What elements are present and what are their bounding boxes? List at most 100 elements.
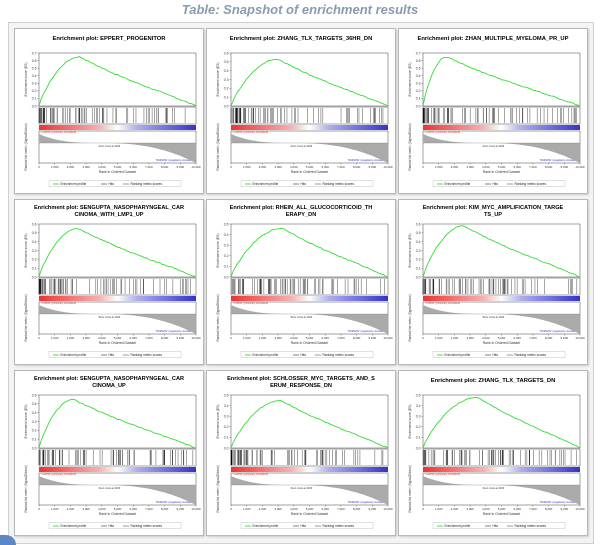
legend-label: Enrichment profile [61,524,87,528]
y-tick-label: 0.5 [32,231,37,235]
enrichment-profile-line [38,228,197,278]
x-tick-label: 1,000 [435,336,443,340]
plot-title: Enrichment plot: ZHAN_MULTIPLE_MYELOMA_P… [418,36,569,42]
rank-color-bar [231,467,388,472]
es-frame [38,52,197,107]
legend-label: Hits [109,524,115,528]
enrichment-profile-line [422,225,581,278]
rank-axis-label: Ranked list metric (Signal2Noise) [24,123,28,170]
es-frame [230,52,389,107]
negative-label: 'NSMHTE' (negatively correlated) [156,329,194,333]
x-tick-label: 4,000 [482,336,490,340]
ranking-metric-area [231,476,388,505]
x-tick-label: 3,000 [274,336,282,340]
y-tick-label: 0.3 [32,249,37,253]
x-tick-label: 10,000 [383,336,393,340]
x-tick-label: 0 [230,165,232,169]
plot-title-cont: CINOMA_WITH_LMP1_UP [75,212,144,218]
y-tick-label: 0.3 [224,415,229,419]
legend-label: Enrichment profile [61,182,87,186]
zero-cross-label: Zero cross at 4024 [483,144,505,148]
rank-color-bar [39,125,196,130]
rank-axis-label: Ranked list metric (Signal2Noise) [24,294,28,341]
y-tick-label: 0.2 [224,425,229,429]
legend-label: Ranking metric scores [131,353,163,357]
enrichment-profile-line [422,396,581,449]
x-tick-label: 7,000 [337,507,345,511]
y-tick-label: 0.6 [32,222,37,226]
legend-label: Ranking metric scores [323,182,355,186]
x-tick-label: 6,000 [129,507,137,511]
y-tick-label: 0.2 [32,429,37,433]
es-frame [38,223,197,278]
y-tick-label: 0.5 [416,231,421,235]
rank-color-bar [423,296,580,301]
x-tick-label: 5,000 [498,507,506,511]
x-tick-label: 0 [422,507,424,511]
legend-box [48,351,182,358]
legend-label: Ranking metric scores [515,353,547,357]
y-tick-label: 0.4 [224,69,229,73]
x-tick-label: 2,000 [451,507,459,511]
y-tick-label: 0.1 [224,265,229,269]
es-frame [230,223,389,278]
enrichment-profile-line [230,399,389,449]
y-tick-label: 0.4 [224,233,229,237]
x-tick-label: 8,000 [353,507,361,511]
plot-title-cont: TS_UP [484,212,502,218]
legend-label: Hits [109,353,115,357]
y-tick-label: 0.4 [416,74,421,78]
y-tick-label: 0.3 [224,78,229,82]
plot-title-cont: ERUM_RESPONSE_DN [270,383,332,389]
x-tick-label: 1,000 [51,336,59,340]
x-tick-label: 6,000 [513,507,521,511]
legend-box [240,522,374,529]
legend-label: Enrichment profile [445,353,471,357]
x-tick-label: 2,000 [451,165,459,169]
y-tick-label: 0.1 [416,97,421,101]
enrichment-plot-svg: Enrichment plot: SENGUPTA_NASOPHARYNGEAL… [24,205,201,358]
rank-color-bar [39,467,196,472]
ranking-metric-area [39,134,196,163]
y-tick-label: 0.1 [224,436,229,440]
rank-axis-label: Ranked list metric (Signal2Noise) [216,465,220,512]
x-tick-label: 2,000 [259,507,267,511]
legend-box [432,180,566,187]
legend-box [48,180,182,187]
x-tick-label: 4,000 [290,507,298,511]
positive-label: 'LOW45' (positively correlated) [233,130,268,134]
page-title: Table: Snapshot of enrichment results [181,2,419,17]
x-tick-label: 5,000 [114,165,122,169]
y-tick-label: 0.2 [416,89,421,93]
es-frame [230,394,389,449]
y-tick-label: 0.5 [416,66,421,70]
x-tick-label: 7,000 [145,165,153,169]
positive-label: 'LOW45' (positively correlated) [41,301,76,305]
x-tick-label: 10,000 [191,507,201,511]
hits-frame [230,106,389,125]
x-tick-label: 0 [38,165,40,169]
x-tick-label: 4,000 [482,507,490,511]
plot-title: Enrichment plot: ZHANG_TLX_TARGETS_36HR_… [230,36,373,42]
x-tick-label: 3,000 [466,507,474,511]
x-axis-label: Rank in Ordered Dataset [483,512,521,516]
y-tick-label: 0.0 [416,446,421,450]
x-tick-label: 3,000 [82,165,90,169]
zero-cross-label: Zero cross at 4024 [99,486,121,490]
y-tick-label: 0.5 [224,222,229,226]
x-tick-label: 8,000 [545,336,553,340]
y-tick-label: 0.6 [224,51,229,55]
y-tick-label: 0.3 [224,244,229,248]
legend-box [48,522,182,529]
legend-box [432,522,566,529]
x-tick-label: 2,000 [259,336,267,340]
legend-label: Hits [493,182,499,186]
plot-title: Enrichment plot: RHEIN_ALL_GLUCOCORTICOI… [230,205,373,211]
y-tick-label: 0.4 [416,404,421,408]
legend-label: Enrichment profile [445,524,471,528]
hits-frame [422,106,581,125]
enrichment-profile-line [422,56,581,107]
enrichment-plot-svg: Enrichment plot: ZHANG_TLX_TARGETS_36HR_… [216,36,393,187]
ranking-metric-area [231,305,388,334]
enrichment-profile-line [38,56,197,107]
